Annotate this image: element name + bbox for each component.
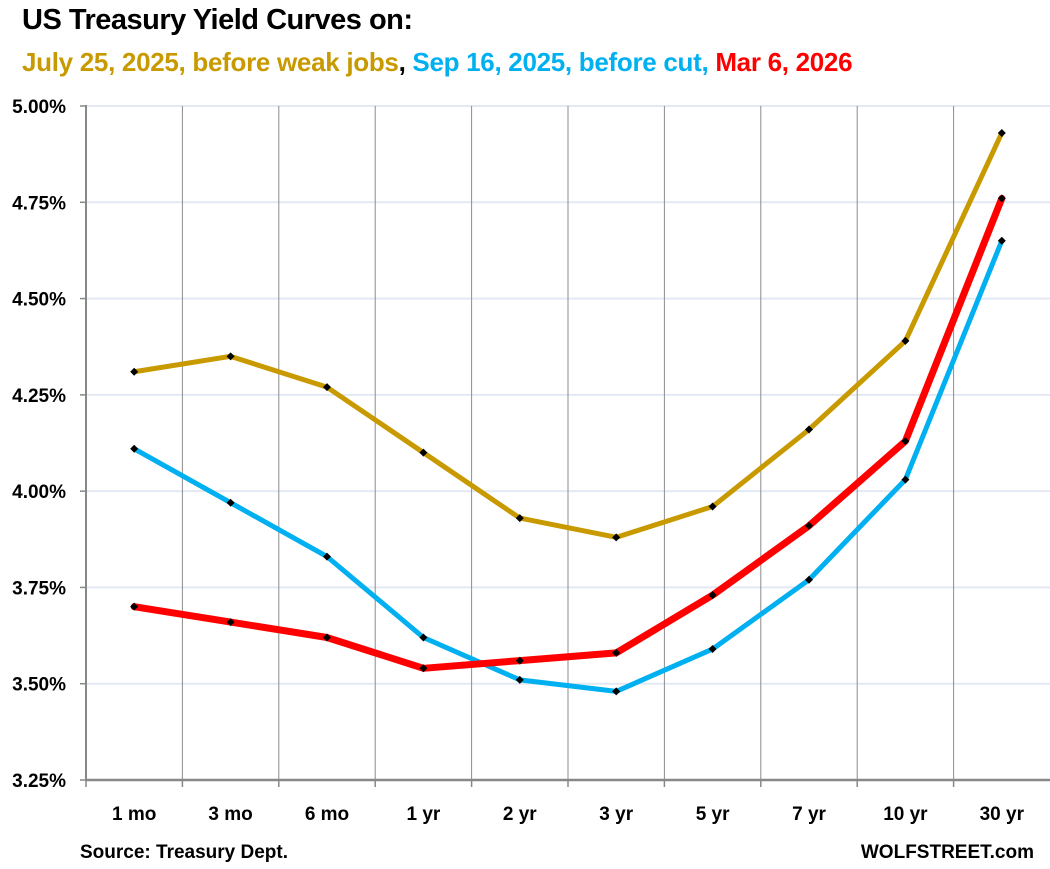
data-point-marker — [997, 194, 1006, 203]
data-point-marker — [997, 128, 1006, 137]
data-point-marker — [226, 352, 235, 361]
x-tick-label: 30 yr — [980, 804, 1025, 825]
series-lines — [130, 128, 1006, 696]
data-point-marker — [901, 437, 910, 446]
series-sep-2025 — [130, 236, 1006, 696]
subtitle-separator: , — [398, 47, 413, 77]
x-tick-label: 6 mo — [305, 804, 349, 825]
x-tick-label: 3 mo — [208, 804, 252, 825]
data-point-marker — [515, 675, 524, 684]
data-point-marker — [997, 236, 1006, 245]
data-point-marker — [901, 475, 910, 484]
data-point-marker — [612, 687, 621, 696]
data-point-marker — [130, 602, 139, 611]
series-line — [130, 194, 1006, 672]
x-tick-label: 10 yr — [883, 804, 928, 825]
data-point-marker — [323, 383, 331, 392]
data-point-marker — [419, 633, 428, 642]
x-axis-tick-labels: 1 mo 3 mo 6 mo 1 yr 2 yr 3 yr 5 yr 7 yr 10 yr 30 … — [112, 804, 1025, 825]
y-axis-tick-labels: 3.25% 3.50% 3.75% 4.00% 4.25% 4.50% 4.75% 5.00% — [12, 97, 66, 792]
subtitle-series-july: July 25, 2025, before weak jobs — [22, 47, 399, 77]
data-point-marker — [226, 618, 235, 627]
source-note: Source: Treasury Dept. — [80, 842, 289, 863]
data-point-marker — [612, 533, 621, 542]
x-tick-label: 3 yr — [599, 804, 633, 825]
data-point-marker — [419, 448, 428, 457]
chart-subtitle: July 25, 2025, before weak jobs, Sep 16,… — [22, 47, 853, 78]
y-tick-label: 3.25% — [12, 771, 66, 792]
data-point-marker — [130, 444, 139, 453]
y-tick-label: 4.75% — [12, 193, 66, 214]
data-point-marker — [226, 498, 235, 507]
x-tick-label: 2 yr — [503, 804, 537, 825]
data-point-marker — [515, 656, 524, 665]
data-point-marker — [708, 591, 717, 600]
x-tick-label: 1 yr — [406, 804, 440, 825]
axes — [80, 105, 1050, 787]
data-point-marker — [323, 552, 331, 561]
y-tick-label: 4.50% — [12, 290, 66, 311]
data-point-marker — [130, 367, 139, 376]
data-point-marker — [612, 648, 621, 657]
data-point-marker — [805, 425, 813, 434]
x-tick-label: 1 mo — [112, 804, 156, 825]
y-tick-label: 4.25% — [12, 386, 66, 407]
data-point-marker — [901, 336, 910, 345]
data-point-marker — [323, 633, 331, 642]
data-point-marker — [708, 502, 717, 511]
series-line — [131, 130, 1005, 540]
y-tick-label: 5.00% — [12, 97, 66, 118]
series-july-2025 — [130, 128, 1006, 542]
data-point-marker — [805, 575, 813, 584]
data-point-marker — [805, 521, 813, 530]
y-tick-label: 4.00% — [12, 482, 66, 503]
y-tick-label: 3.75% — [12, 578, 66, 599]
subtitle-series-sep: Sep 16, 2025, before cut, — [412, 47, 716, 77]
y-tick-label: 3.50% — [12, 675, 66, 696]
data-point-marker — [419, 664, 428, 673]
x-tick-label: 7 yr — [792, 804, 826, 825]
brand-watermark: WOLFSTREET.com — [860, 842, 1034, 863]
x-tick-label: 5 yr — [696, 804, 730, 825]
series-mar-2026 — [130, 194, 1006, 673]
data-point-marker — [708, 645, 717, 654]
data-point-marker — [515, 514, 524, 523]
series-line — [131, 238, 1005, 694]
subtitle-series-mar: Mar 6, 2026 — [715, 47, 853, 77]
chart-title: US Treasury Yield Curves on: — [22, 4, 413, 36]
